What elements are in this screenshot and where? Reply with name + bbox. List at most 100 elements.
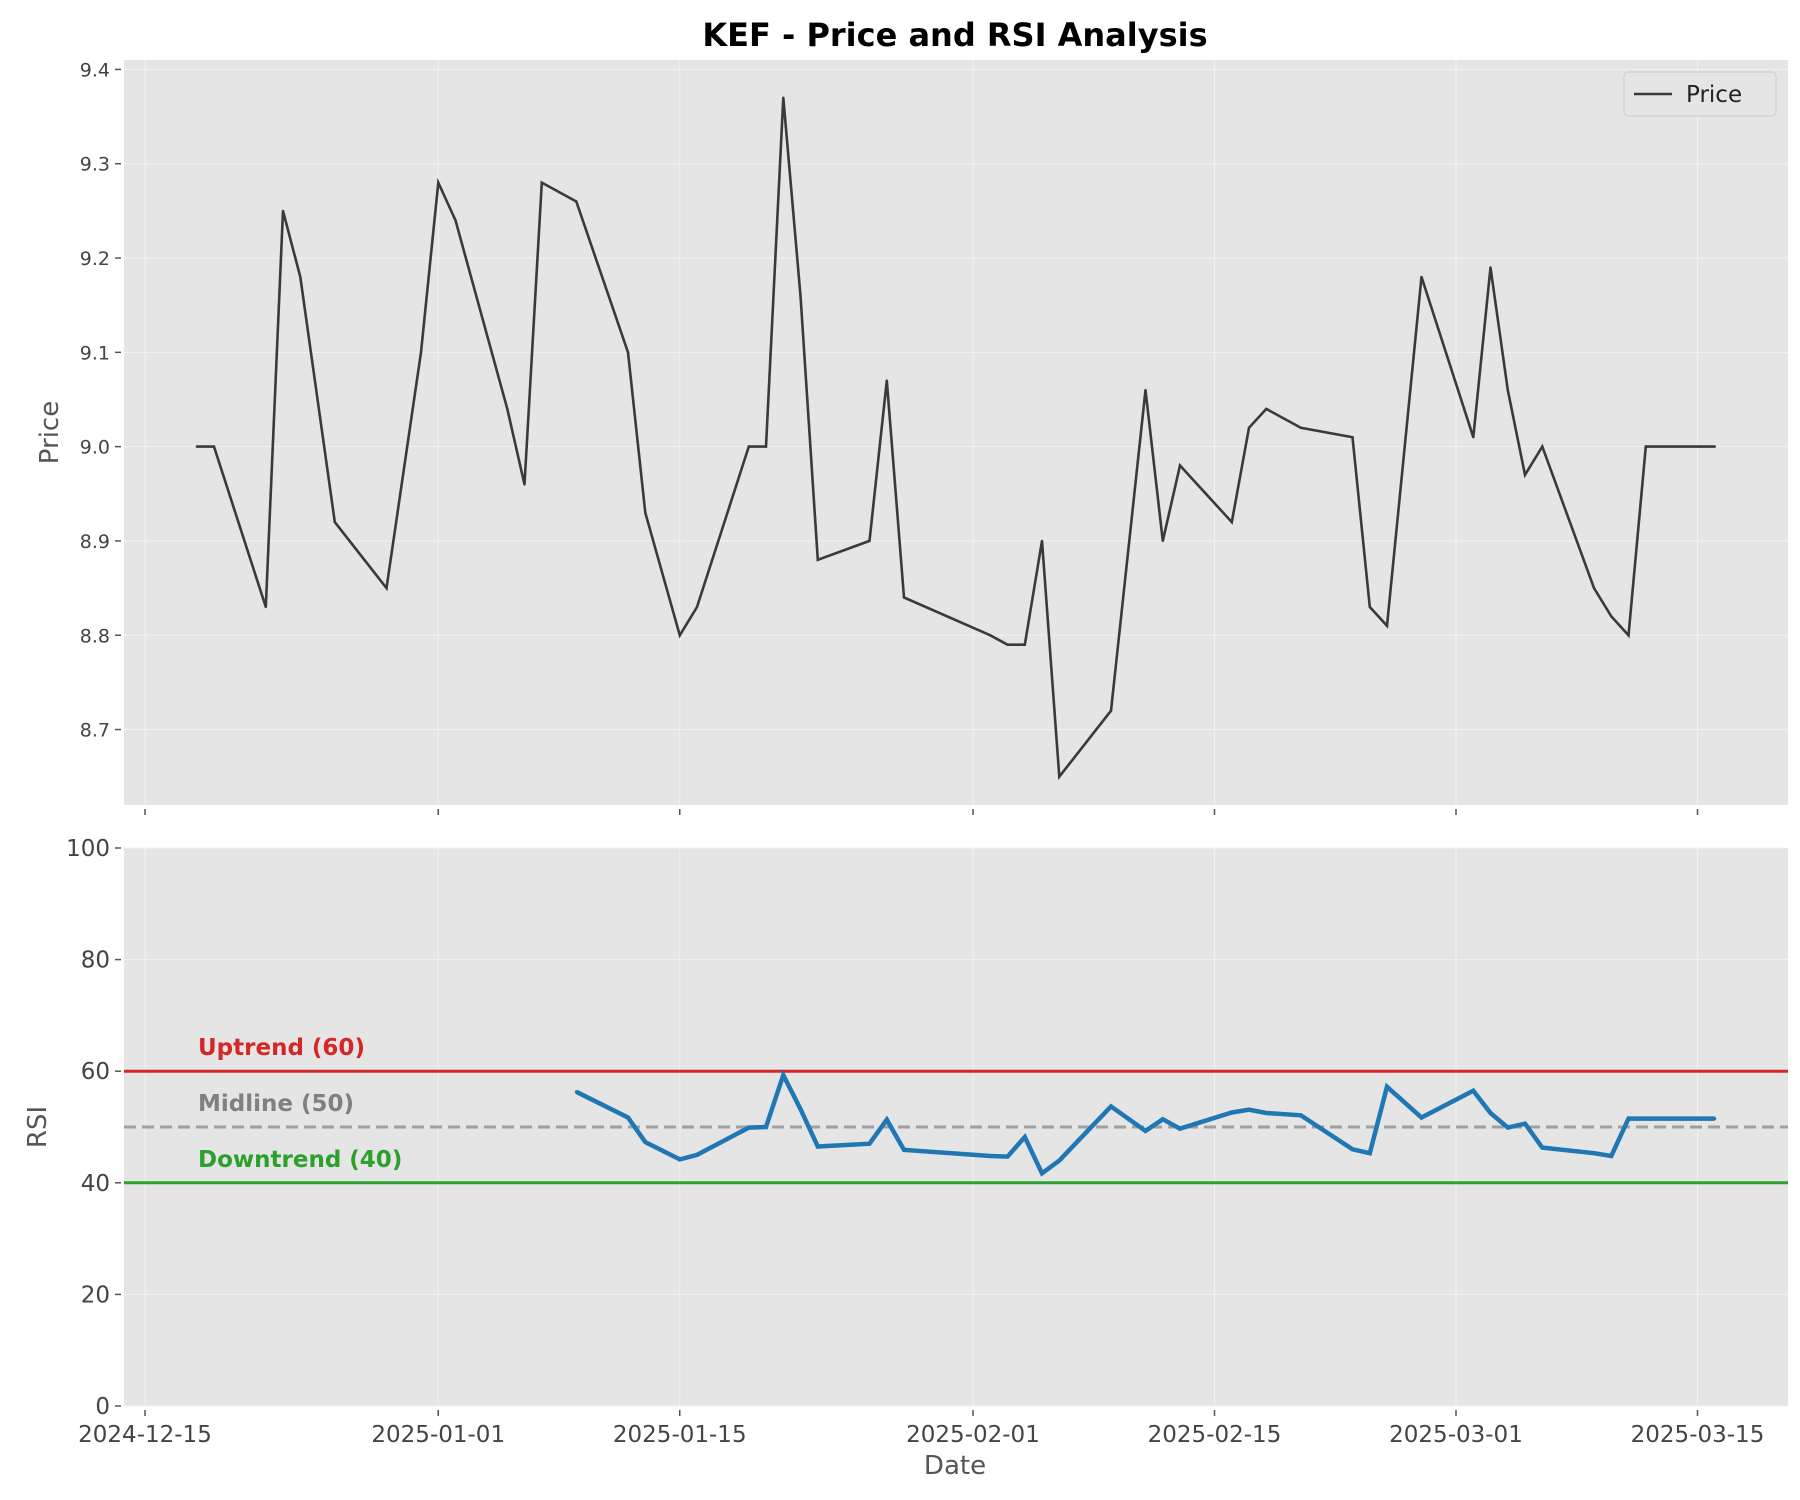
x-tick-label: 2025-03-15 [1631,1422,1765,1448]
price-point [1144,388,1147,392]
price-legend-label: Price [1686,82,1742,108]
price-legend-box [1623,71,1777,117]
x-tick-label: 2025-02-15 [1148,1422,1282,1448]
price-y-axis-label: Price [35,401,65,464]
rsi-point [902,1148,906,1152]
price-point [868,539,871,543]
price-point [575,200,578,203]
price-y-tick-label: 9.1 [80,342,110,364]
price-point [1178,464,1182,467]
rsi-y-tick-label: 0 [95,1394,110,1420]
price-point [1506,388,1510,392]
rsi-point [885,1118,889,1122]
rsi-point [1506,1126,1510,1130]
rsi-point [747,1126,751,1130]
price-point [1299,426,1303,429]
price-point [1644,445,1648,448]
price-point [1541,445,1544,448]
price-point [1713,445,1717,448]
midline-label: Midline (50) [198,1091,354,1117]
price-point [1523,473,1527,477]
price-point [1040,539,1044,543]
price-point [506,407,509,411]
price-point [782,96,785,99]
price-point [799,294,802,297]
price-point [333,520,336,524]
price-point [816,558,819,561]
rsi-series-line [575,1069,1715,1177]
rsi-point [1592,1151,1596,1155]
price-point [644,511,647,514]
price-point [1385,624,1389,627]
downtrend-label: Downtrend (40) [198,1147,402,1173]
price-point [1592,586,1596,590]
price-point [212,445,216,448]
uptrend-label: Uptrend (60) [198,1035,365,1061]
price-y-tick-label: 9.3 [80,154,110,176]
rsi-point [1264,1111,1268,1115]
price-point [1023,643,1026,646]
x-tick-label: 2025-01-01 [371,1422,505,1448]
price-point [385,586,388,590]
rsi-point [1144,1129,1147,1133]
rsi-y-tick-label: 100 [66,836,110,862]
rsi-point [1471,1089,1475,1093]
rsi-point [1368,1151,1372,1155]
rsi-y-tick-label: 40 [81,1171,110,1197]
rsi-point [1351,1147,1354,1151]
rsi-point [1161,1117,1165,1121]
rsi-y-tick-label: 80 [81,948,110,974]
rsi-point [1523,1122,1527,1126]
price-y-tick-label: 9.0 [80,437,110,459]
price-plot-area [124,60,1788,805]
price-point [989,634,992,637]
price-point [626,351,630,354]
rsi-point [799,1107,802,1111]
price-y-tick-label: 8.8 [80,625,110,647]
rsi-point [1609,1154,1613,1158]
price-point [419,351,423,354]
rsi-point [1230,1111,1234,1114]
rsi-point [781,1073,785,1077]
rsi-point [643,1140,647,1144]
rsi-point [1247,1108,1251,1112]
price-point [695,605,699,609]
price-y-tick-label: 8.7 [80,720,110,742]
price-y-tick-label: 9.2 [80,248,110,270]
price-point [1610,615,1613,618]
rsi-point [1385,1085,1389,1089]
price-point [902,596,906,599]
rsi-y-axis-label: RSI [23,1106,53,1148]
rsi-y-tick-label: 60 [81,1059,110,1085]
rsi-point [1420,1116,1423,1119]
rsi-panel: 2024-12-15 2025-01-01 2025-01-15 2025-02-01… [23,836,1788,1448]
price-point [1161,539,1165,543]
rsi-point [1040,1171,1044,1175]
x-axis-label: Date [924,1451,986,1481]
price-point [437,181,440,184]
rsi-point [1299,1113,1303,1117]
price-point [299,275,302,279]
chart-title: KEF - Price and RSI Analysis [702,16,1207,54]
x-tick-label: 2025-03-01 [1389,1422,1523,1448]
price-point [195,445,198,448]
price-point [1627,634,1630,637]
rsi-point [1540,1146,1544,1150]
rsi-point [1713,1117,1717,1121]
rsi-point [988,1154,992,1158]
price-point [1368,605,1372,609]
price-point [1265,407,1268,411]
rsi-point [1109,1104,1113,1108]
price-y-tick-label: 8.9 [80,531,110,553]
rsi-point [1644,1117,1648,1121]
rsi-y-tick-label: 20 [81,1282,110,1308]
rsi-point [1178,1127,1182,1131]
price-point [523,483,526,486]
price-point [540,181,543,184]
x-tick-label: 2024-12-15 [78,1422,212,1448]
price-point [1109,709,1113,712]
price-panel: 8.7 8.8 8.9 9.0 9.1 9.2 9.3 9.4 Price Price [35,59,1788,815]
x-tick-label: 2025-02-01 [906,1422,1040,1448]
